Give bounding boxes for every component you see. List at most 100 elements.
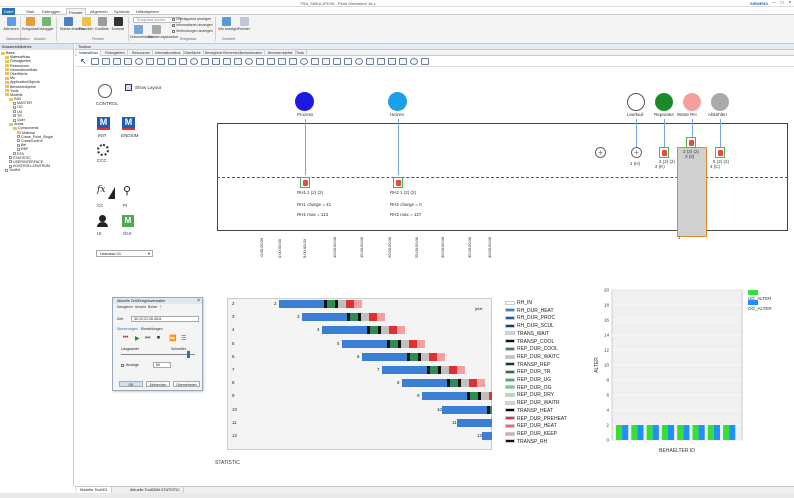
toolbox-object-icon[interactable] <box>355 58 363 65</box>
rh2-station-icon[interactable] <box>393 177 403 188</box>
tab-debuggen[interactable]: Debuggen <box>42 9 61 14</box>
show-info-button[interactable]: Info anzeigen <box>218 17 239 34</box>
toolbox-object-icon[interactable] <box>300 58 308 65</box>
tree-item[interactable]: KONTROLLZENTRUM <box>0 164 73 168</box>
tree-item[interactable]: Modelle <box>0 93 73 97</box>
tree-item[interactable]: Materialfluss <box>0 55 73 59</box>
step-icon[interactable]: ⏭ <box>145 335 151 341</box>
function-icon[interactable]: fx <box>97 185 106 195</box>
reset-icon[interactable]: ⏮ <box>123 335 129 341</box>
toolbox-object-icon[interactable] <box>245 58 253 65</box>
tree-item[interactable]: UG <box>0 110 73 114</box>
tree-item[interactable]: MASTER <box>0 101 73 105</box>
speed-slider[interactable] <box>121 354 195 355</box>
abkuehlen-state-icon[interactable] <box>711 93 729 111</box>
rh1-station-icon[interactable] <box>300 177 310 188</box>
tree-item[interactable]: CraneControl <box>0 139 73 143</box>
tree-item[interactable]: STATISTIC <box>0 156 73 160</box>
toolbox-object-icon[interactable] <box>234 58 242 65</box>
close-icon[interactable]: × <box>197 298 200 304</box>
toolbox-object-icon[interactable] <box>267 58 275 65</box>
toolbox-tab[interactable]: Bewegliche Elemente <box>203 50 241 56</box>
maximize-icon[interactable]: □ <box>780 0 784 6</box>
tree-item[interactable]: ToolKit <box>0 168 73 172</box>
stop-icon[interactable]: ⏹ <box>157 335 161 341</box>
toolbox-object-icon[interactable] <box>421 58 429 65</box>
overlap-checkbox[interactable]: Überlappend anzeigen <box>172 17 211 21</box>
documentation-button[interactable]: Dokumentation <box>130 25 154 42</box>
tree-item[interactable]: Informationsfluss <box>0 68 73 72</box>
tab-symbole[interactable]: Symbole <box>114 9 130 14</box>
toolbox-tab[interactable]: Userlautomaten <box>236 50 265 56</box>
tree-item[interactable]: Flüssigkeiten <box>0 59 73 63</box>
toolbox-object-icon[interactable] <box>256 58 264 65</box>
tree-item[interactable]: Quer <box>0 118 73 122</box>
tab-hilfsobjekten[interactable]: Hilfsobjekten <box>136 9 159 14</box>
play-icon[interactable]: ▶ <box>135 336 140 342</box>
tree-item[interactable]: OG <box>0 105 73 109</box>
toolbox-object-icon[interactable] <box>399 58 407 65</box>
tree-item[interactable]: RBF <box>0 147 73 151</box>
user-icon[interactable] <box>99 215 106 222</box>
toolbox-tab[interactable]: Flüssigkeiten <box>103 50 128 56</box>
toolbox-object-icon[interactable] <box>201 58 209 65</box>
conflicts-button[interactable]: Konflikte <box>94 17 110 34</box>
prozess-state-icon[interactable] <box>295 92 314 111</box>
toolbox-object-icon[interactable] <box>190 58 198 65</box>
tree-item[interactable]: Basis <box>0 51 73 55</box>
speed-slider-handle[interactable] <box>187 351 190 358</box>
pointer-icon[interactable]: ↖ <box>80 57 87 66</box>
abkuehlen-station-icon[interactable] <box>715 147 725 158</box>
apply-button[interactable]: Übernehmen <box>173 381 200 387</box>
tab-einstellungen[interactable]: Einstellungen <box>141 327 163 331</box>
tree-item[interactable]: USERINTERFACE <box>0 160 73 164</box>
toolbox-object-icon[interactable] <box>113 58 121 65</box>
marker-toolbar-button[interactable]: Markierungstoolbar <box>148 25 178 42</box>
toolbox-object-icon[interactable] <box>410 58 418 65</box>
toolbox-object-icon[interactable] <box>278 58 286 65</box>
ok-button[interactable]: OK <box>119 381 143 387</box>
toolbox-object-icon[interactable] <box>212 58 220 65</box>
add-icon[interactable]: + <box>595 147 606 158</box>
add-icon[interactable]: + <box>631 147 642 158</box>
tree-item[interactable]: Bel <box>0 143 73 147</box>
tree-item[interactable]: TR <box>0 114 73 118</box>
skip-icon[interactable]: ⏩ <box>169 336 177 342</box>
toolbox-object-icon[interactable] <box>366 58 374 65</box>
tree-item[interactable]: DTA <box>0 152 73 156</box>
endsim-method-icon[interactable]: M <box>122 117 135 130</box>
tab-model[interactable]: Modelle.Tool001 <box>77 487 112 494</box>
close-icon[interactable]: × <box>788 0 792 6</box>
debugger-button[interactable]: Debugger <box>38 17 54 34</box>
connections-checkbox[interactable]: Verbindungen anzeigen <box>172 29 213 33</box>
tab-datei[interactable]: Datei <box>2 8 16 15</box>
toolbox-object-icon[interactable] <box>91 58 99 65</box>
toolbox-object-icon[interactable] <box>223 58 231 65</box>
menu-bicher[interactable]: Bicher <box>147 305 158 309</box>
tree-item[interactable]: Components <box>0 126 73 130</box>
layout-icon[interactable] <box>125 84 132 91</box>
toolbox-object-icon[interactable] <box>344 58 352 65</box>
stopwatch-icon[interactable] <box>98 84 112 98</box>
toolbox-object-icon[interactable] <box>135 58 143 65</box>
toolbox-object-icon[interactable] <box>146 58 154 65</box>
toolbox-object-icon[interactable] <box>124 58 132 65</box>
tree-item[interactable]: Mu <box>0 76 73 80</box>
tree-item[interactable]: Areas <box>0 122 73 126</box>
toolbox-tab[interactable]: Tools <box>294 50 307 56</box>
tree-item[interactable]: Benutzerobjekte <box>0 85 73 89</box>
activate-button[interactable]: Aktivieren <box>3 17 19 34</box>
gear-icon[interactable] <box>97 144 109 156</box>
tab-allgemein[interactable]: Allgemein <box>90 9 108 14</box>
toolbox-tab[interactable]: Materialfluss <box>77 50 102 56</box>
toolbox-object-icon[interactable] <box>102 58 110 65</box>
tree-item[interactable]: Tools <box>0 89 73 93</box>
toolbox-object-icon[interactable] <box>322 58 330 65</box>
toolbox-tab[interactable]: Oberfläche <box>182 50 204 56</box>
leerlauf-state-icon[interactable] <box>627 93 645 111</box>
tree-item[interactable]: Crane_Point_Single <box>0 135 73 139</box>
tab-start[interactable]: Start <box>26 9 35 14</box>
tab-steuerungen[interactable]: Steuerungen <box>117 327 138 331</box>
tree-item[interactable]: ApplicationObjects <box>0 80 73 84</box>
info-checkbox[interactable]: Informationen anzeigen <box>172 23 213 27</box>
